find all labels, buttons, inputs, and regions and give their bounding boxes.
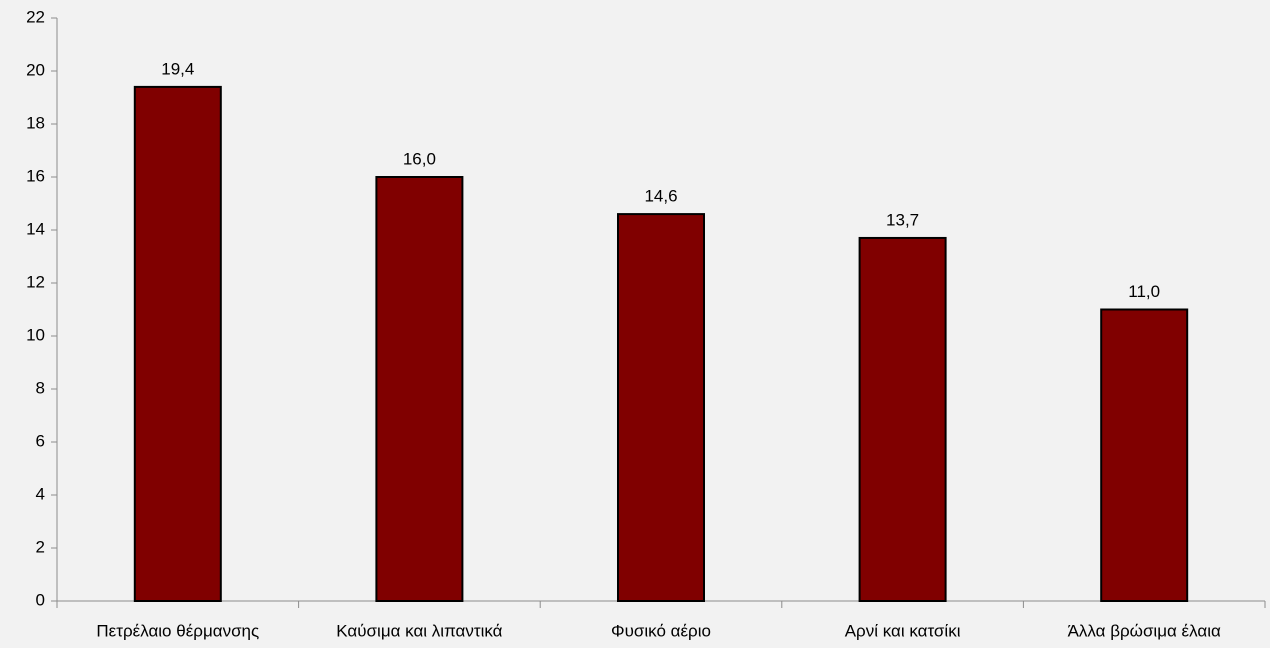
value-label: 13,7 [886,210,919,229]
y-tick-label: 16 [26,166,45,185]
x-tick-label: Άλλα βρώσιμα έλαια [1068,621,1221,640]
y-tick-label: 12 [26,272,45,291]
x-tick-label: Καύσιμα και λιπαντικά [336,621,502,640]
y-tick-label: 0 [36,590,45,609]
x-tick-label: Αρνί και κατσίκι [845,621,961,640]
value-label: 19,4 [161,59,194,78]
value-label: 11,0 [1128,282,1160,301]
bar [375,176,464,602]
y-tick-label: 8 [36,378,45,397]
y-tick-label: 14 [26,219,45,238]
y-tick-label: 18 [26,113,45,132]
y-tick-label: 6 [36,431,45,450]
y-tick-label: 4 [36,484,45,503]
x-tick-label: Πετρέλαιο θέρμανσης [96,621,259,640]
y-tick-label: 10 [26,325,45,344]
value-label: 16,0 [403,149,436,168]
value-label: 14,6 [644,187,677,206]
y-tick-label: 20 [26,60,45,79]
y-tick-label: 2 [36,537,45,556]
y-tick-label: 22 [26,7,45,26]
bar [858,236,947,602]
bar [133,85,222,602]
bar [617,213,705,602]
x-tick-label: Φυσικό αέριο [611,621,711,640]
bar [1100,308,1189,602]
